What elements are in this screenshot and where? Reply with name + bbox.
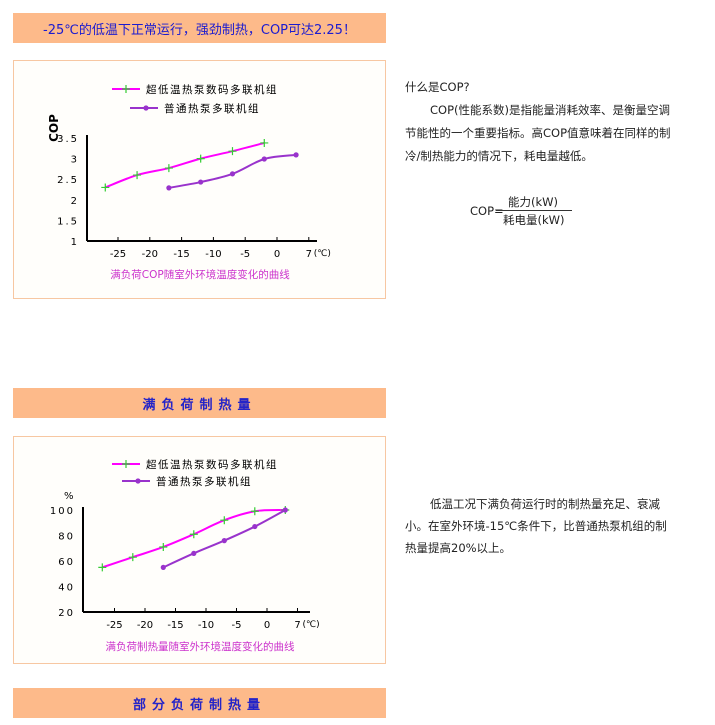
data-point-plus: [189, 530, 198, 539]
formula-numerator: 能力(kW): [508, 195, 559, 209]
legend-marker-dot: [135, 478, 141, 484]
cop-line-2: 节能性的一个重要指标。高COP值意味着在同样的制: [405, 126, 671, 140]
cop-line-1: COP(性能系数)是指能量消耗效率、是衡量空调: [430, 103, 670, 117]
data-point-dot: [221, 538, 227, 544]
y-tick-label: 80: [58, 532, 75, 543]
legend-label: 普通热泵多联机组: [156, 475, 252, 488]
x-tick-label: -25: [110, 249, 126, 260]
data-point-plus: [133, 171, 142, 180]
heat-line-1: 低温工况下满负荷运行时的制热量充足、衰减: [430, 497, 660, 511]
y-tick-label: 2: [71, 196, 79, 207]
cop-banner: -25℃的低温下正常运行，强劲制热，COP可达2.25！: [13, 13, 386, 43]
legend-label: 超低温热泵数码多联机组: [146, 458, 278, 471]
data-point-plus: [250, 507, 259, 516]
formula-denominator: 耗电量(kW): [503, 213, 565, 227]
data-point-dot: [293, 152, 299, 158]
cop-question: 什么是COP?: [405, 80, 470, 94]
heat-line-3: 热量提高20%以上。: [405, 541, 512, 555]
data-point-dot: [261, 156, 267, 162]
y-axis-label: COP: [47, 114, 61, 142]
x-tick-label: -5: [232, 620, 242, 631]
partial-load-banner: 部分负荷制热量: [13, 688, 386, 718]
x-tick-label: -25: [106, 620, 122, 631]
legend-marker-plus: [122, 460, 130, 468]
y-tick-label: 60: [58, 557, 75, 568]
chart-caption: 满负荷COP随室外环境温度变化的曲线: [110, 268, 290, 281]
data-point-dot: [198, 179, 204, 185]
data-point-plus: [164, 164, 173, 173]
data-point-dot: [160, 564, 166, 570]
banner-text: 满负荷制热量: [142, 397, 257, 413]
y-tick-label: 2.5: [57, 175, 79, 186]
x-tick-label: 0: [264, 620, 270, 631]
x-unit-label: (℃): [314, 249, 331, 259]
x-tick-label: 7: [306, 249, 312, 260]
data-point-plus: [228, 147, 237, 156]
x-unit-label: (℃): [303, 620, 320, 630]
data-point-dot: [252, 523, 258, 530]
data-point-plus: [220, 516, 229, 525]
y-tick-label: 1.5: [57, 216, 79, 227]
cop-line-3: 冷/制热能力的情况下，耗电量越低。: [405, 149, 593, 163]
banner-text: -25℃的低温下正常运行，强劲制热，COP可达2.25！: [43, 22, 356, 38]
x-tick-label: 7: [294, 620, 300, 631]
legend-label: 超低温热泵数码多联机组: [146, 83, 278, 96]
x-tick-label: -10: [198, 620, 214, 631]
x-tick-label: -20: [142, 249, 158, 260]
y-tick-label: 3.5: [57, 134, 79, 145]
data-point-plus: [98, 563, 107, 572]
x-tick-label: 0: [274, 249, 280, 260]
data-point-plus: [101, 183, 110, 192]
legend-marker-plus: [122, 85, 130, 93]
formula-lhs: COP=: [470, 204, 504, 218]
data-point-plus: [128, 553, 137, 562]
x-tick-label: -15: [167, 620, 183, 631]
y-tick-label: 100: [50, 506, 75, 517]
banner-text: 部分负荷制热量: [132, 697, 266, 713]
heat-chart: 20 40 60 80 100 -25 -20 -15 -10 -5 0 7 (℃)% 满负荷制热量随室外…: [50, 458, 320, 653]
y-axis-label: %: [64, 491, 74, 502]
series-line: [104, 141, 265, 189]
data-point-plus: [159, 542, 168, 551]
legend-label: 普通热泵多联机组: [164, 102, 260, 115]
x-tick-label: -5: [240, 249, 250, 260]
y-tick-label: 40: [58, 583, 75, 594]
x-tick-label: -20: [137, 620, 153, 631]
chart-caption: 满负荷制热量随室外环境温度变化的曲线: [106, 640, 295, 653]
data-point-plus: [196, 154, 205, 163]
full-load-banner: 满负荷制热量: [13, 388, 386, 418]
y-tick-label: 20: [58, 608, 75, 619]
cop-chart-box: [13, 60, 386, 299]
legend-marker-dot: [143, 105, 149, 111]
data-point-dot: [229, 171, 236, 177]
heat-line-2: 小。在室外环境-15℃条件下，比普通热泵机组的制: [405, 519, 667, 533]
x-tick-label: -15: [173, 249, 189, 260]
y-tick-label: 1: [71, 237, 79, 248]
cop-chart: 1 1.5 2 2.5 3 3.5 -25 -20 -15 -10 -5 0 7 (℃) COP 满负荷COP…: [47, 83, 331, 281]
series-line: [101, 509, 286, 569]
data-point-dot: [282, 507, 288, 513]
data-point-dot: [191, 550, 197, 556]
x-tick-label: -10: [205, 249, 221, 260]
data-point-dot: [166, 185, 172, 191]
y-tick-label: 3: [71, 155, 79, 166]
data-point-plus: [260, 138, 269, 147]
formula-divider: [496, 210, 572, 211]
